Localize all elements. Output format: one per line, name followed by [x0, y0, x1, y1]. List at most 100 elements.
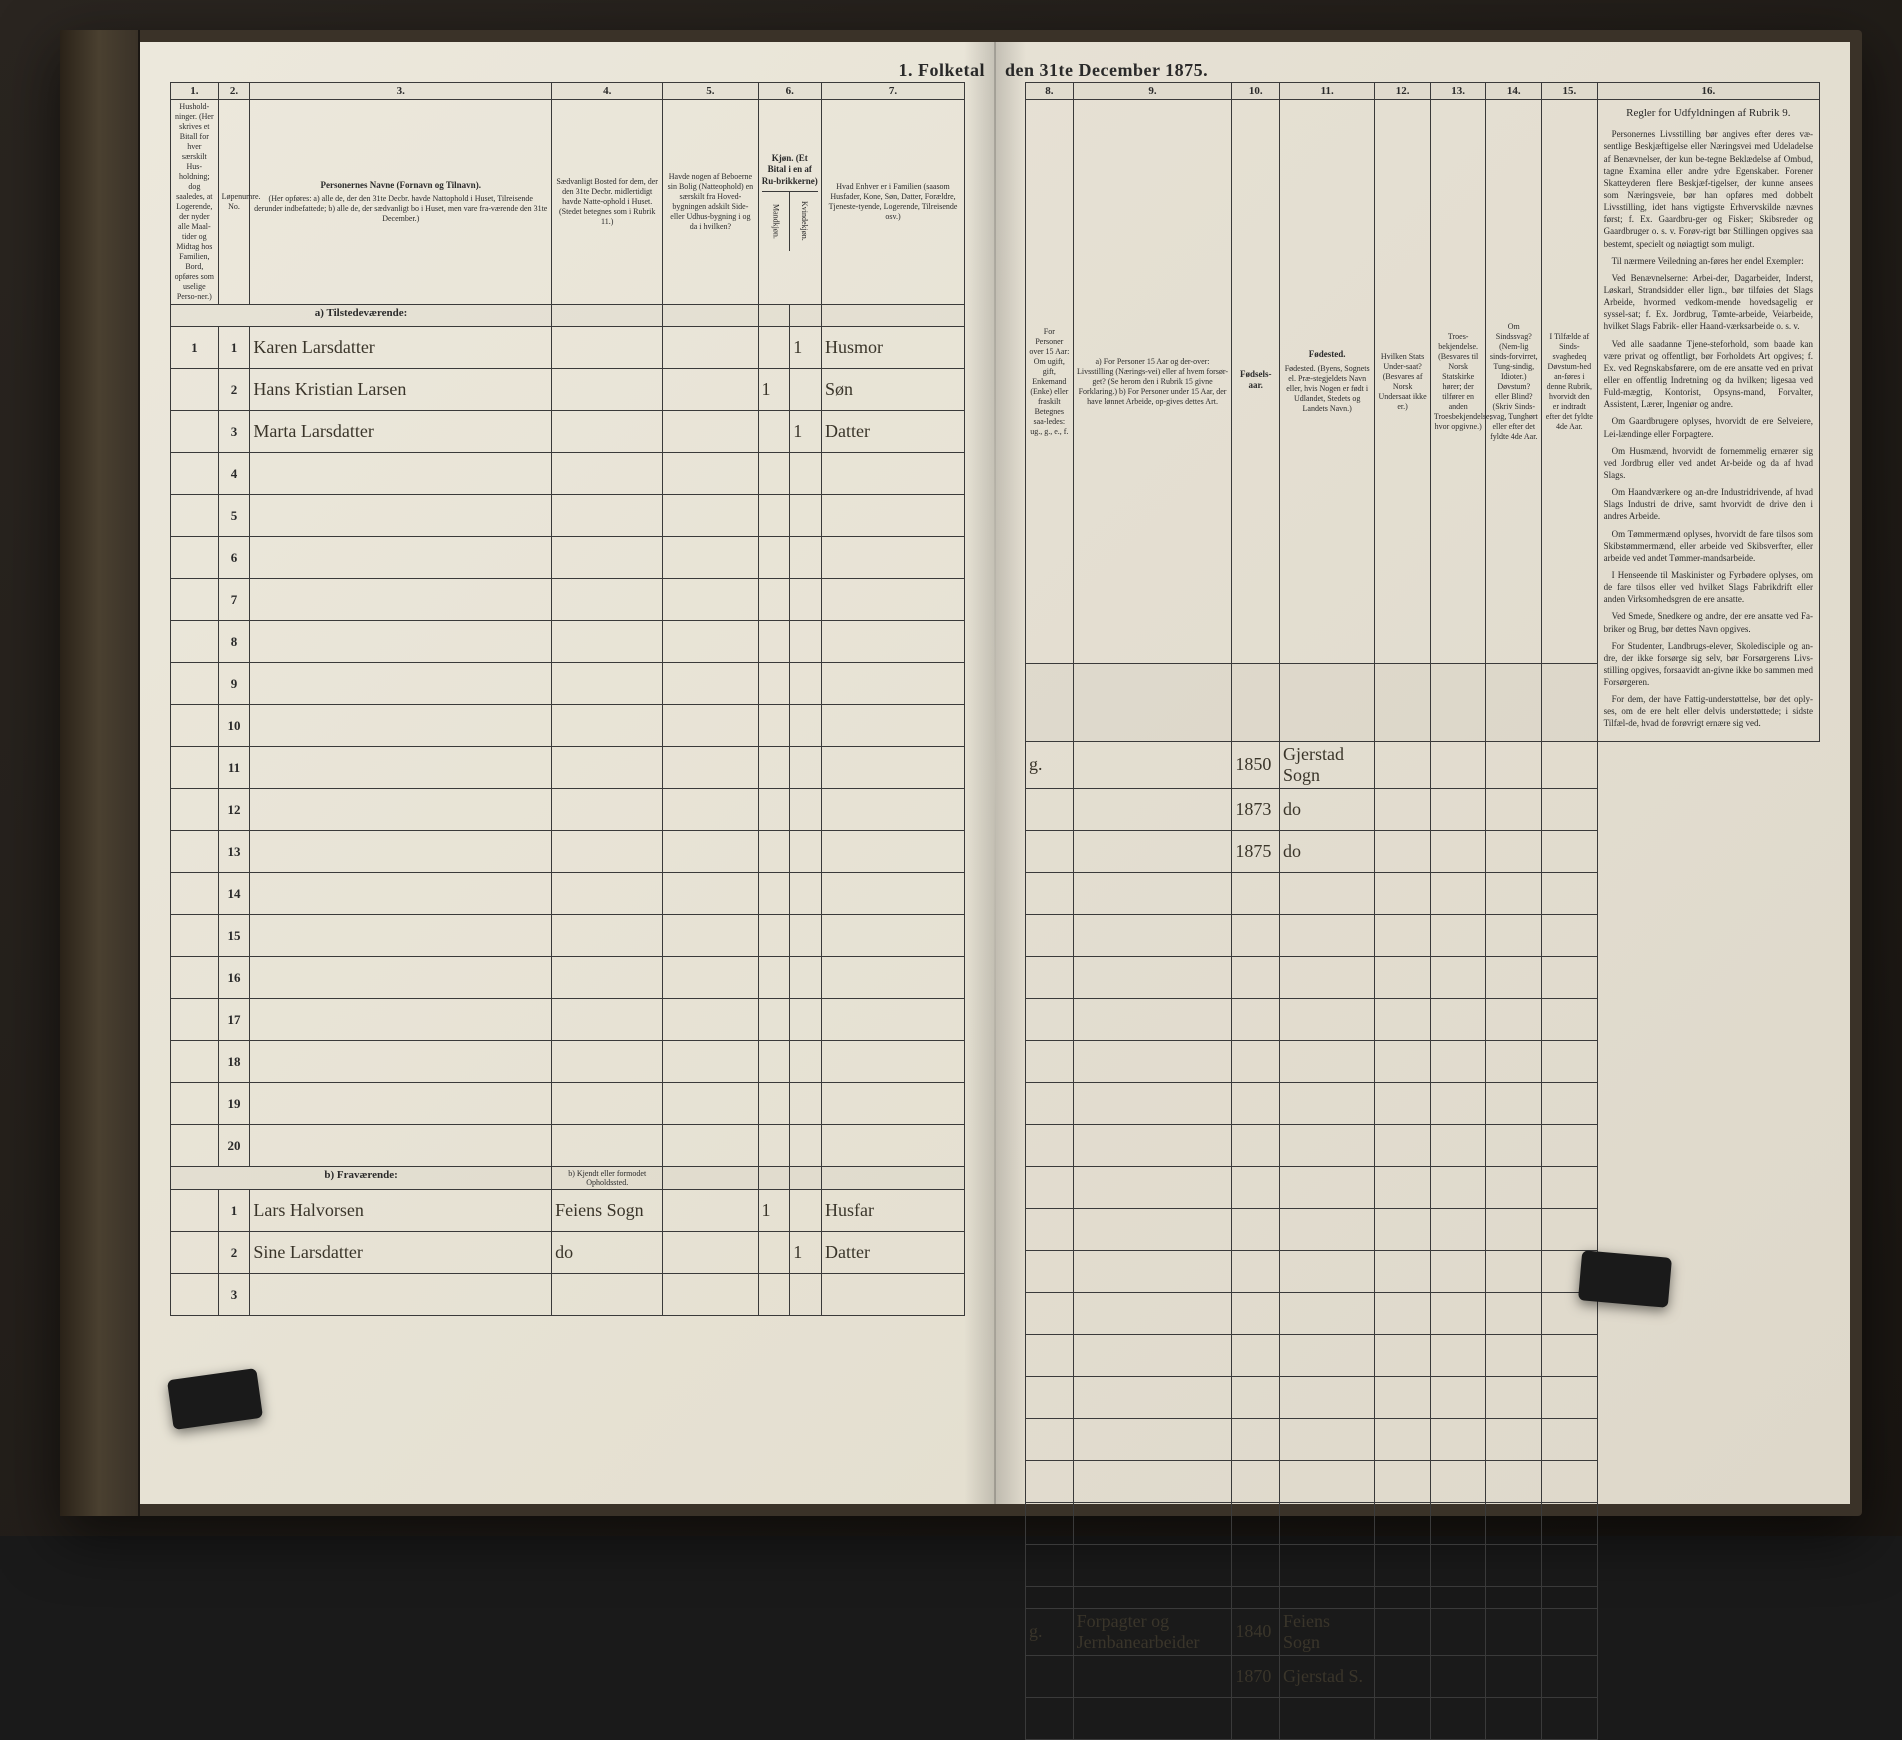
col-15: 15. [1542, 83, 1598, 100]
table-row [1026, 956, 1820, 998]
table-row: 7 [171, 579, 965, 621]
table-row: 8 [171, 621, 965, 663]
table-row: 12 [171, 789, 965, 831]
census-table-right: 8. 9. 10. 11. 12. 13. 14. 15. 16. For Pe… [1025, 82, 1820, 1740]
table-row [1026, 1502, 1820, 1544]
open-pages: 1. Folketal 1. 2. 3. 4. 5. 6. 7. [140, 42, 1850, 1504]
table-row: 19 [171, 1083, 965, 1125]
col-14: 14. [1486, 83, 1542, 100]
col-10: 10. [1232, 83, 1280, 100]
section-b-label: b) Fraværende: b) Kjendt eller formodet … [171, 1167, 965, 1190]
table-row: 13 [171, 831, 965, 873]
instruction-para: Om Tømmermænd oplyses, hvorvidt de fare … [1604, 528, 1813, 564]
instruction-para: I Henseende til Maskinister og Fyrbødere… [1604, 569, 1813, 605]
title-right: den 31te December 1875. [995, 60, 1850, 81]
h5: Havde nogen af Beboerne sin Bolig (Natte… [663, 100, 758, 305]
desk-background: 1. Folketal 1. 2. 3. 4. 5. 6. 7. [0, 0, 1902, 1536]
section-b-right [1026, 1586, 1820, 1608]
table-row: 1875do [1026, 830, 1820, 872]
table-row [1026, 1124, 1820, 1166]
table-row [1026, 872, 1820, 914]
h6b: Kvindekjøn. [799, 192, 809, 251]
table-row: g.Forpagter og Jernbanearbeider1840Feien… [1026, 1608, 1820, 1655]
h4: Sædvanligt Bosted for dem, der den 31te … [552, 100, 663, 305]
h1: Hushold- ninger. (Her skrives et Bitall … [171, 100, 219, 305]
col-13: 13. [1430, 83, 1486, 100]
table-row: 1873do [1026, 788, 1820, 830]
table-row [1026, 1544, 1820, 1586]
colnum-row-right: 8. 9. 10. 11. 12. 13. 14. 15. 16. [1026, 83, 1820, 100]
table-row [1026, 914, 1820, 956]
table-row [1026, 1082, 1820, 1124]
table-row: 4 [171, 453, 965, 495]
h6: Kjøn. (Et Bital i en af Ru-brikkerne) Ma… [758, 100, 822, 305]
table-row: 9 [171, 663, 965, 705]
h3-sub: (Her opføres: a) alle de, der den 31te D… [254, 194, 547, 223]
table-row: 2Sine Larsdatterdo1Datter [171, 1232, 965, 1274]
table-row: 11 [171, 747, 965, 789]
h14: Om Sindssvag? (Nem-lig sinds-forvirret, … [1486, 100, 1542, 664]
h13: Troes-bekjendelse. (Besvares til Norsk S… [1430, 100, 1486, 664]
section-a-text: a) Tilstedeværende: [171, 305, 552, 327]
instruction-para: Om Gaardbrugere oplyses, hvorvidt de ere… [1604, 415, 1813, 439]
ledger-book: 1. Folketal 1. 2. 3. 4. 5. 6. 7. [60, 30, 1862, 1516]
h11: Fødested.Fødested. (Byens, Sognets el. P… [1280, 100, 1375, 664]
h2: Løpenumre. No. [218, 100, 250, 305]
h3: Personernes Navne (Fornavn og Tilnavn). … [250, 100, 552, 305]
table-row: 3 [171, 1274, 965, 1316]
instruction-para: For Studenter, Landbrugs-elever, Skoledi… [1604, 640, 1813, 689]
table-row: 10 [171, 705, 965, 747]
instruction-para: Personernes Livsstilling bør angives eft… [1604, 128, 1813, 249]
table-row [1026, 998, 1820, 1040]
h9: a) For Personer 15 Aar og der-over: Livs… [1073, 100, 1232, 664]
col-9: 9. [1073, 83, 1232, 100]
instruction-para: Til nærmere Veiledning an-føres her ende… [1604, 255, 1813, 267]
h6a: Mandkjøn. [770, 192, 780, 251]
table-row [1026, 1040, 1820, 1082]
table-row: 20 [171, 1125, 965, 1167]
table-row: 5 [171, 495, 965, 537]
section-b-text: b) Fraværende: [171, 1167, 552, 1190]
table-row: 17 [171, 999, 965, 1041]
h6-title: Kjøn. (Et Bital i en af Ru-brikkerne) [762, 153, 819, 187]
h8: For Personer over 15 Aar: Om ugift, gift… [1026, 100, 1074, 664]
col-1: 1. [171, 83, 219, 100]
instruction-para: Ved alle saadanne Tjene-steforhold, som … [1604, 338, 1813, 411]
colnum-row: 1. 2. 3. 4. 5. 6. 7. [171, 83, 965, 100]
table-row: 16 [171, 957, 965, 999]
h16: Regler for Udfyldningen af Rubrik 9. Per… [1597, 100, 1819, 742]
section-b-note: b) Kjendt eller formodet Opholdssted. [552, 1167, 663, 1190]
clip-right [1578, 1250, 1672, 1308]
census-table-left: 1. 2. 3. 4. 5. 6. 7. Hushold- ninger. (H… [170, 82, 965, 1316]
table-row: g.1850Gjerstad Sogn [1026, 741, 1820, 788]
table-row [1026, 1166, 1820, 1208]
table-row: 14 [171, 873, 965, 915]
table-row: 1Lars HalvorsenFeiens Sogn1Husfar [171, 1190, 965, 1232]
col-2: 2. [218, 83, 250, 100]
col-16: 16. [1597, 83, 1819, 100]
table-row [1026, 1250, 1820, 1292]
book-binding [60, 30, 140, 1516]
col-3: 3. [250, 83, 552, 100]
right-page: den 31te December 1875. 8. 9. 10. 11. 12… [995, 42, 1850, 1504]
instructions-panel: Regler for Udfyldningen af Rubrik 9. Per… [1598, 100, 1819, 741]
table-row [1026, 1697, 1820, 1739]
header-row-left: Hushold- ninger. (Her skrives et Bitall … [171, 100, 965, 305]
h15: I Tilfælde af Sinds-svaghedeq Døvstum-he… [1542, 100, 1598, 664]
instruction-para: For dem, der have Fattig-understøttelse,… [1604, 693, 1813, 729]
h3-title: Personernes Navne (Fornavn og Tilnavn). [253, 180, 548, 191]
section-a-label: a) Tilstedeværende: [171, 305, 965, 327]
table-row [1026, 1460, 1820, 1502]
page-spine [994, 42, 996, 1504]
table-row [1026, 1292, 1820, 1334]
col-7: 7. [822, 83, 965, 100]
h7: Hvad Enhver er i Familien (saasom Husfad… [822, 100, 965, 305]
instruction-para: Om Husmænd, hvorvidt de fornemmelig ernæ… [1604, 445, 1813, 481]
table-row: 18 [171, 1041, 965, 1083]
instruction-para: Om Haandværkere og an-dre Industridriven… [1604, 486, 1813, 522]
col-6: 6. [758, 83, 822, 100]
table-row: 15 [171, 915, 965, 957]
col-12: 12. [1375, 83, 1431, 100]
table-row: 1870Gjerstad S. [1026, 1655, 1820, 1697]
table-row [1026, 1208, 1820, 1250]
